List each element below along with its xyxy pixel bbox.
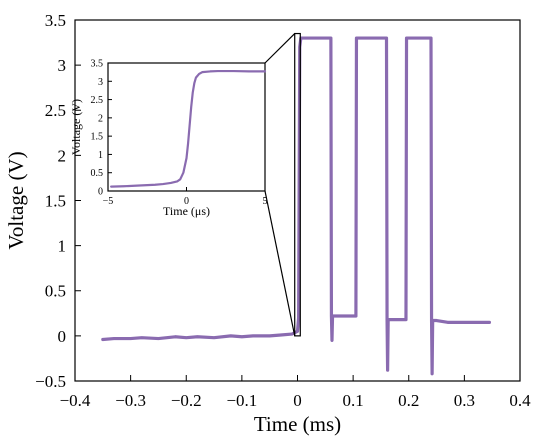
y-tick-label: −0.5 xyxy=(35,372,66,391)
y-axis-title: Voltage (V) xyxy=(4,151,28,249)
y-tick-label: 2.5 xyxy=(45,101,66,120)
y-tick-label: 0.5 xyxy=(91,168,104,179)
inset-background xyxy=(108,63,265,191)
zoom-region-box xyxy=(294,32,301,337)
zoom-connector-top xyxy=(264,33,296,64)
y-tick-label: 1 xyxy=(98,150,103,161)
x-tick-label: 0.1 xyxy=(343,391,364,410)
series-line-0 xyxy=(101,36,492,376)
y-tick-label: 2.5 xyxy=(91,95,104,106)
y-tick-label: 0 xyxy=(58,327,67,346)
x-tick-label: −0.2 xyxy=(171,391,202,410)
y-tick-label: 3 xyxy=(98,77,103,88)
y-tick-label: 3 xyxy=(58,56,67,75)
y-tick-label: 2 xyxy=(58,146,67,165)
series-line-0 xyxy=(110,69,267,188)
zoom-connector-bottom xyxy=(264,190,296,336)
x-tick-label: 5 xyxy=(263,196,268,207)
y-tick-label: 3.5 xyxy=(45,11,66,30)
zoom-connector-lines xyxy=(264,32,301,337)
y-tick-label: 0 xyxy=(98,187,103,198)
x-tick-label: 0 xyxy=(293,391,302,410)
y-axis-title: Voltage (V) xyxy=(69,99,83,155)
x-axis-title: Time (ms) xyxy=(254,412,341,436)
x-tick-label: 0 xyxy=(184,196,189,207)
x-axis-title: Time (μs) xyxy=(163,204,210,218)
y-tick-label: 1.5 xyxy=(45,191,66,210)
x-tick-label: 0.3 xyxy=(454,391,475,410)
main-plot: −0.4 −0.3 −0.2 −0.1 0 0.1 0.2 0.3 0.4 −0.5 0 0.5 1 1.… xyxy=(4,11,531,436)
x-tick-label: −5 xyxy=(103,196,114,207)
x-tick-label: −0.4 xyxy=(60,391,91,410)
y-tick-label: 2 xyxy=(98,113,103,124)
x-tick-label: 0.4 xyxy=(509,391,531,410)
y-tick-label: 0.5 xyxy=(45,282,66,301)
x-tick-label: 0.2 xyxy=(398,391,419,410)
x-tick-label: −0.1 xyxy=(226,391,257,410)
y-tick-label: 1.5 xyxy=(91,132,104,143)
y-tick-label: 1 xyxy=(58,237,67,256)
x-tick-label: −0.3 xyxy=(115,391,146,410)
y-tick-label: 3.5 xyxy=(91,59,104,70)
